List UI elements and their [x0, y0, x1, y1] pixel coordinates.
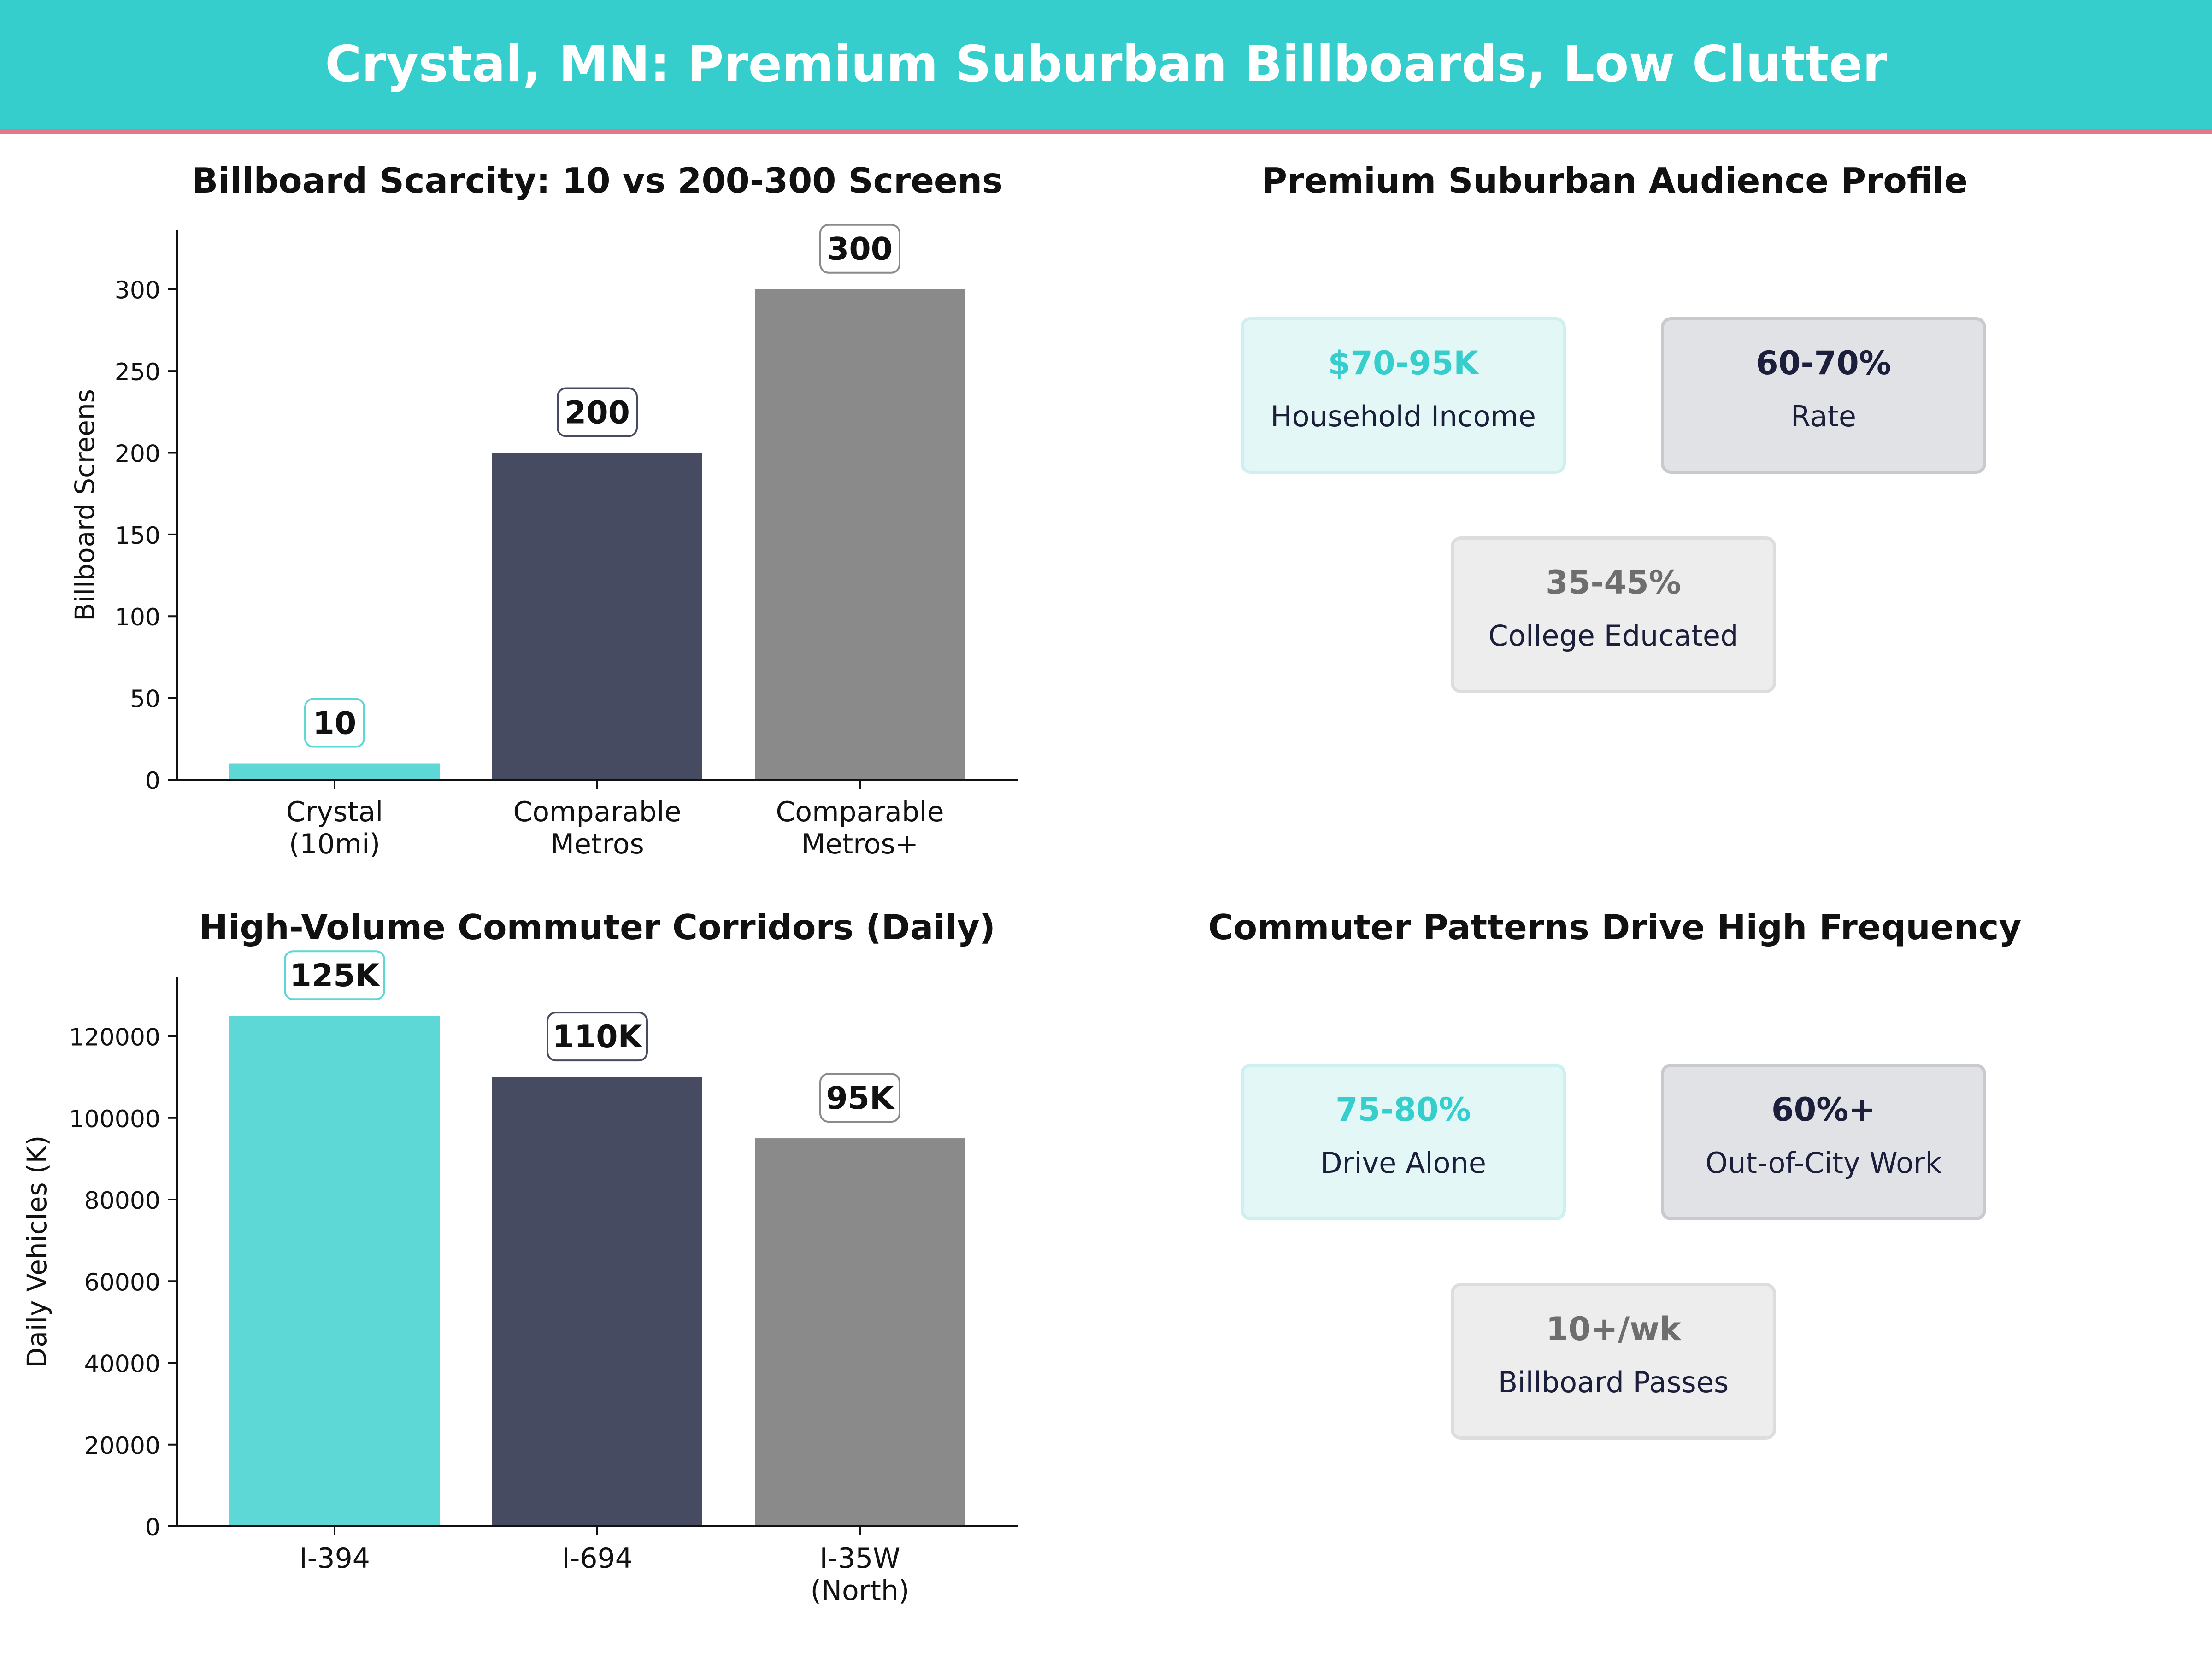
y-tick-label-scarcity-5: 250	[115, 359, 160, 386]
rate-stat-label: Rate	[1790, 400, 1857, 433]
scarcity-chart: 10 Crystal (10mi) 200 Comparable Metros 300 Com…	[69, 224, 1018, 860]
out-of-city-stat-label: Out-of-City Work	[1705, 1146, 1942, 1180]
y-tick-label-scarcity-3: 150	[115, 522, 160, 550]
billboard-passes-stat-card: 10+/wk Billboard Passes	[1451, 1283, 1776, 1440]
x-tick-label-corridors-2: I-35W (North)	[811, 1542, 910, 1607]
income-stat-value: $70-95K	[1328, 344, 1479, 382]
billboard-passes-stat-value: 10+/wk	[1546, 1310, 1681, 1348]
y-tick-label-corridors-4: 80000	[84, 1187, 160, 1215]
data-label-box-corridors-2	[819, 1073, 900, 1123]
bar-corridors-1	[492, 1077, 702, 1526]
education-stat-label: College Educated	[1488, 619, 1739, 653]
data-label-box-scarcity-1	[557, 387, 638, 437]
data-label-corridors-1: 110K	[553, 1019, 643, 1055]
data-label-box-scarcity-0	[304, 698, 365, 748]
x-tick-label-scarcity-2: Comparable Metros+	[776, 796, 944, 860]
bar-scarcity-2	[755, 289, 965, 780]
y-axis-label-corridors: Daily Vehicles (K)	[21, 1135, 53, 1368]
data-label-scarcity-1: 200	[565, 394, 630, 431]
x-tick-label-corridors-0: I-394	[299, 1542, 370, 1575]
data-label-scarcity-2: 300	[827, 231, 893, 268]
billboard-passes-stat-label: Billboard Passes	[1498, 1365, 1729, 1399]
education-stat-value: 35-45%	[1545, 564, 1681, 601]
page-title: Crystal, MN: Premium Suburban Billboards…	[325, 35, 1887, 93]
bar-corridors-0	[229, 1016, 440, 1526]
education-stat-card: 35-45% College Educated	[1451, 536, 1776, 693]
y-tick-label-corridors-1: 20000	[84, 1432, 160, 1460]
y-tick-label-scarcity-1: 50	[130, 686, 160, 713]
y-tick-label-corridors-2: 40000	[84, 1351, 160, 1378]
audience-panel-title: Premium Suburban Audience Profile	[1262, 160, 1968, 201]
y-axis-label-scarcity: Billboard Screens	[69, 389, 100, 621]
bar-corridors-2	[755, 1138, 965, 1526]
rate-stat-value: 60-70%	[1755, 344, 1891, 382]
y-tick-label-corridors-5: 100000	[69, 1106, 160, 1133]
data-label-box-corridors-1	[547, 1012, 648, 1062]
drive-alone-stat-value: 75-80%	[1335, 1091, 1471, 1129]
income-stat-card: $70-95K Household Income	[1241, 317, 1566, 474]
drive-alone-stat-label: Drive Alone	[1320, 1146, 1486, 1180]
y-tick-label-corridors-0: 0	[145, 1514, 160, 1541]
income-stat-label: Household Income	[1271, 400, 1536, 433]
corridors-chart: 125K I-394 110K I-694 95K I-35W (North) 0 20000 4…	[21, 950, 1018, 1607]
y-tick-label-scarcity-2: 100	[115, 604, 160, 631]
y-tick-label-corridors-3: 60000	[84, 1269, 160, 1296]
data-label-box-scarcity-2	[819, 224, 900, 274]
y-tick-label-scarcity-6: 300	[115, 277, 160, 305]
data-label-scarcity-0: 10	[313, 706, 357, 742]
data-label-corridors-0: 125K	[290, 958, 381, 994]
out-of-city-stat-value: 60%+	[1771, 1091, 1876, 1129]
x-tick-label-corridors-1: I-694	[562, 1542, 633, 1575]
bar-scarcity-1	[492, 453, 702, 780]
x-tick-label-scarcity-1: Comparable Metros	[513, 796, 681, 860]
data-label-box-corridors-0	[284, 950, 385, 1000]
y-tick-label-scarcity-4: 200	[115, 440, 160, 468]
commuter-panel-title: Commuter Patterns Drive High Frequency	[1208, 907, 2022, 947]
scarcity-chart-title: Billboard Scarcity: 10 vs 200-300 Screen…	[192, 160, 1003, 201]
x-tick-label-scarcity-0: Crystal (10mi)	[286, 796, 383, 860]
data-label-corridors-2: 95K	[826, 1080, 895, 1117]
rate-stat-card: 60-70% Rate	[1661, 317, 1986, 474]
y-tick-label-corridors-6: 120000	[69, 1024, 160, 1052]
title-banner: Crystal, MN: Premium Suburban Billboards…	[0, 0, 2212, 134]
y-tick-label-scarcity-0: 0	[145, 767, 160, 795]
drive-alone-stat-card: 75-80% Drive Alone	[1241, 1064, 1566, 1220]
corridors-chart-title: High-Volume Commuter Corridors (Daily)	[199, 907, 995, 947]
out-of-city-stat-card: 60%+ Out-of-City Work	[1661, 1064, 1986, 1220]
bar-scarcity-0	[229, 763, 440, 780]
